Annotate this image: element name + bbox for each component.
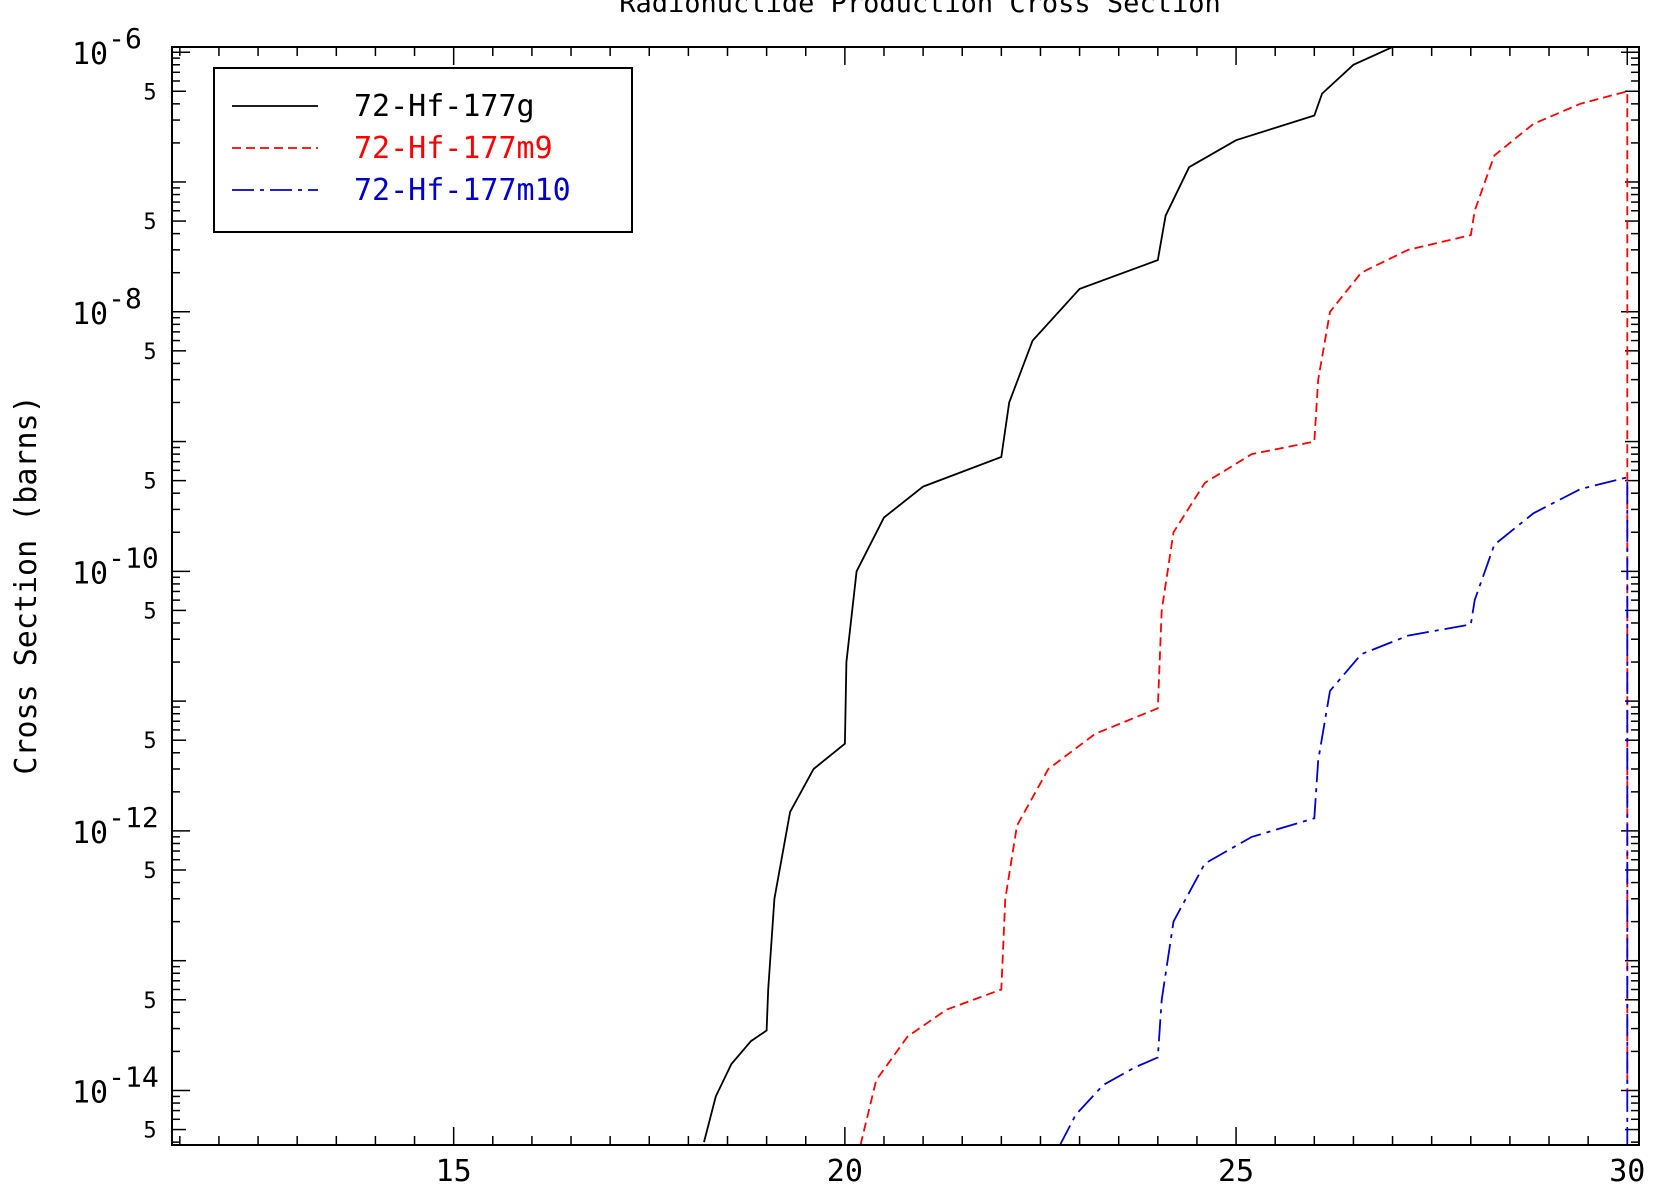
legend-label: 72-Hf-177m9	[354, 131, 553, 166]
x-tick-label: 30	[1609, 1154, 1645, 1189]
x-tick-label: 25	[1218, 1154, 1254, 1189]
series-line-2	[1059, 476, 1629, 1146]
series-line-1	[859, 90, 1629, 1146]
legend: 72-Hf-177g 72-Hf-177m9 72-Hf-177m10	[213, 67, 633, 233]
y-axis-label: Cross Section (barns)	[9, 395, 44, 774]
x-tick-label: 15	[436, 1154, 472, 1189]
y-tick-label: 10-12	[72, 801, 159, 851]
y-tick-label: 10-8	[72, 282, 142, 332]
legend-label: 72-Hf-177g	[354, 89, 535, 124]
y-minor-tick-label: 5	[143, 470, 156, 495]
y-tick-label: 10-10	[72, 541, 159, 591]
series-line-0	[703, 46, 1628, 1143]
y-tick-label: 10-6	[72, 22, 142, 72]
chart-title: Radionuclide Production Cross Section	[619, 0, 1220, 19]
y-minor-tick-label: 5	[143, 599, 156, 624]
y-minor-tick-label: 5	[143, 210, 156, 235]
plot-frame	[171, 46, 1640, 1146]
y-minor-tick-label: 5	[143, 340, 156, 365]
y-minor-tick-label: 5	[143, 80, 156, 105]
legend-label: 72-Hf-177m10	[354, 173, 571, 208]
y-tick-label: 10-14	[72, 1060, 159, 1110]
y-minor-tick-label: 5	[143, 859, 156, 884]
legend-box	[213, 67, 633, 233]
x-tick-label: 20	[827, 1154, 863, 1189]
y-minor-tick-label: 5	[143, 1119, 156, 1144]
series-lines	[703, 46, 1629, 1146]
y-minor-tick-label: 5	[143, 729, 156, 754]
y-minor-tick-label: 5	[143, 989, 156, 1014]
